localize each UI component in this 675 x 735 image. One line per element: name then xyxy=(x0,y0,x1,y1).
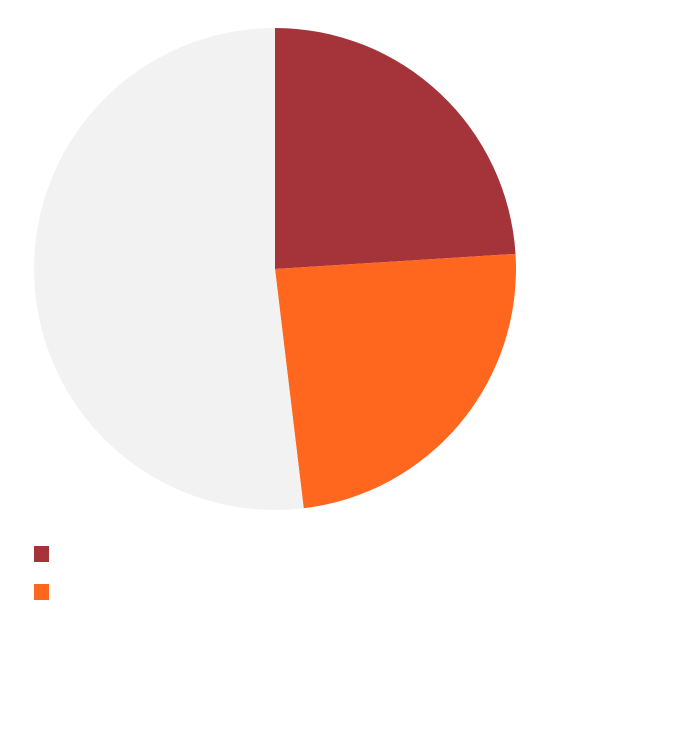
pie-slice-3 xyxy=(34,28,304,510)
legend xyxy=(34,546,57,622)
pie-slice-1 xyxy=(275,28,516,269)
pie-chart xyxy=(34,28,516,510)
legend-item xyxy=(34,584,57,600)
legend-item xyxy=(34,546,57,562)
legend-swatch xyxy=(34,584,49,600)
legend-swatch xyxy=(34,546,49,562)
pie-slice-2 xyxy=(275,253,516,509)
